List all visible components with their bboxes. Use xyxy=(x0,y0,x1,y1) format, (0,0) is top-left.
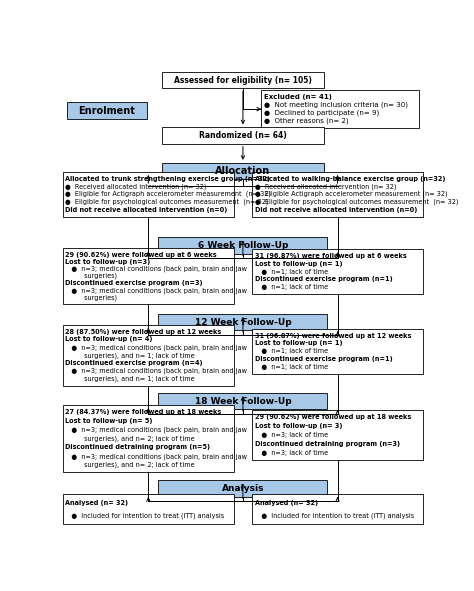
FancyBboxPatch shape xyxy=(158,393,328,410)
FancyBboxPatch shape xyxy=(63,248,234,304)
Text: surgeries): surgeries) xyxy=(65,294,118,301)
Text: ●  Received allocated intervention (n= 32): ● Received allocated intervention (n= 32… xyxy=(255,183,396,190)
Text: 18 Week Follow-Up: 18 Week Follow-Up xyxy=(195,397,291,406)
FancyBboxPatch shape xyxy=(252,329,423,374)
Text: Analysis: Analysis xyxy=(222,484,264,493)
Text: ●  n=1; lack of time: ● n=1; lack of time xyxy=(255,348,328,354)
FancyBboxPatch shape xyxy=(63,494,234,524)
Text: ●  n=1; lack of time: ● n=1; lack of time xyxy=(255,284,328,290)
Text: Lost to follow-up (n= 1): Lost to follow-up (n= 1) xyxy=(255,261,342,267)
Text: Discontinued detraining program (n=3): Discontinued detraining program (n=3) xyxy=(255,441,400,447)
Text: 27 (84.37%) were followed up at 18 weeks: 27 (84.37%) were followed up at 18 weeks xyxy=(65,409,222,415)
Text: ●  n=3; medical conditions (back pain, brain and jaw: ● n=3; medical conditions (back pain, br… xyxy=(65,287,247,294)
Text: Discontinued exercise program (n=1): Discontinued exercise program (n=1) xyxy=(255,356,392,362)
Text: ●  Eligible for psychological outcomes measurement  (n= 32): ● Eligible for psychological outcomes me… xyxy=(255,199,458,205)
Text: ●  n=3; lack of time: ● n=3; lack of time xyxy=(255,432,328,438)
Text: surgeries): surgeries) xyxy=(65,273,118,280)
Text: Lost to follow-up (n= 3): Lost to follow-up (n= 3) xyxy=(255,423,342,429)
Text: Lost to follow-up (n= 4): Lost to follow-up (n= 4) xyxy=(65,336,153,342)
Text: Allocation: Allocation xyxy=(215,166,271,176)
Text: Randomized (n= 64): Randomized (n= 64) xyxy=(199,131,287,140)
Text: ●  Declined to participate (n= 9): ● Declined to participate (n= 9) xyxy=(264,110,379,116)
Text: surgeries), and n= 2; lack of time: surgeries), and n= 2; lack of time xyxy=(65,436,195,442)
Text: surgeries), and n= 1; lack of time: surgeries), and n= 1; lack of time xyxy=(65,376,195,382)
Text: Enrolment: Enrolment xyxy=(79,106,136,115)
FancyBboxPatch shape xyxy=(162,163,324,179)
Text: ●  Eligible Actigraph accelerometer measurement (n= 32): ● Eligible Actigraph accelerometer measu… xyxy=(255,191,447,197)
FancyBboxPatch shape xyxy=(158,480,328,497)
Text: 31 (96.87%) were followed up at 12 weeks: 31 (96.87%) were followed up at 12 weeks xyxy=(255,333,411,339)
Text: Analysed (n= 32): Analysed (n= 32) xyxy=(255,500,318,506)
Text: ●  n=3; medical conditions (back pain, brain and jaw: ● n=3; medical conditions (back pain, br… xyxy=(65,344,247,350)
Text: Lost to follow-up (n= 5): Lost to follow-up (n= 5) xyxy=(65,418,153,424)
Text: ●  n=3; medical conditions (back pain, brain and jaw: ● n=3; medical conditions (back pain, br… xyxy=(65,266,247,272)
Text: Lost to follow-up (n= 1): Lost to follow-up (n= 1) xyxy=(255,340,342,346)
Text: Discontinued exercise program (n=3): Discontinued exercise program (n=3) xyxy=(65,280,203,286)
Text: Excluded (n= 41): Excluded (n= 41) xyxy=(264,94,332,100)
Text: 12 Week Follow-Up: 12 Week Follow-Up xyxy=(195,317,291,327)
FancyBboxPatch shape xyxy=(252,494,423,524)
FancyBboxPatch shape xyxy=(158,238,328,254)
FancyBboxPatch shape xyxy=(252,172,423,216)
Text: ●  n=3; medical conditions (back pain, brain and jaw: ● n=3; medical conditions (back pain, br… xyxy=(65,427,247,433)
Text: Discontinued exercise program (n=1): Discontinued exercise program (n=1) xyxy=(255,277,392,282)
Text: Allocated to walking-balance exercise group (n=32): Allocated to walking-balance exercise gr… xyxy=(255,176,445,181)
Text: ●  Eligible for Actigraph accelerometer measurement  (n= 32): ● Eligible for Actigraph accelerometer m… xyxy=(65,191,272,197)
Text: ●  Included for intention to treat (ITT) analysis: ● Included for intention to treat (ITT) … xyxy=(65,512,225,518)
Text: Lost to follow-up (n=3): Lost to follow-up (n=3) xyxy=(65,259,151,265)
FancyBboxPatch shape xyxy=(63,172,234,216)
FancyBboxPatch shape xyxy=(261,90,419,128)
Text: ●  n=3; lack of time: ● n=3; lack of time xyxy=(255,450,328,456)
Text: 29 (90.62%) were followed up at 18 weeks: 29 (90.62%) were followed up at 18 weeks xyxy=(255,414,411,420)
FancyBboxPatch shape xyxy=(63,325,234,386)
Text: 6 Week Follow-Up: 6 Week Follow-Up xyxy=(198,241,288,250)
Text: Discontinued exercise program (n=4): Discontinued exercise program (n=4) xyxy=(65,361,203,366)
Text: ●  n=1; lack of time: ● n=1; lack of time xyxy=(255,364,328,370)
Text: ●  n=3; medical conditions (back pain, brain and jaw: ● n=3; medical conditions (back pain, br… xyxy=(65,453,247,460)
Text: ●  Included for intention to treat (ITT) analysis: ● Included for intention to treat (ITT) … xyxy=(255,512,414,518)
Text: ●  Received allocated intervention (n= 32): ● Received allocated intervention (n= 32… xyxy=(65,183,207,190)
Text: ●  Not meeting inclusion criteria (n= 30): ● Not meeting inclusion criteria (n= 30) xyxy=(264,102,408,108)
Text: ●  Other reasons (n= 2): ● Other reasons (n= 2) xyxy=(264,118,348,124)
FancyBboxPatch shape xyxy=(162,72,324,88)
Text: Analysed (n= 32): Analysed (n= 32) xyxy=(65,500,128,506)
FancyBboxPatch shape xyxy=(158,314,328,330)
Text: 28 (87.50%) were followed up at 12 weeks: 28 (87.50%) were followed up at 12 weeks xyxy=(65,329,222,335)
Text: 31 (96.87%) were followed up at 6 weeks: 31 (96.87%) were followed up at 6 weeks xyxy=(255,253,406,259)
Text: ●  n=1; lack of time: ● n=1; lack of time xyxy=(255,268,328,275)
Text: Did not receive allocated intervention (n=0): Did not receive allocated intervention (… xyxy=(65,207,228,213)
Text: ●  n=3; medical conditions (back pain, brain and jaw: ● n=3; medical conditions (back pain, br… xyxy=(65,368,247,375)
Text: 29 (90.62%) were followed up at 6 weeks: 29 (90.62%) were followed up at 6 weeks xyxy=(65,252,217,258)
FancyBboxPatch shape xyxy=(252,249,423,294)
FancyBboxPatch shape xyxy=(162,127,324,144)
Text: Discontinued detraining program (n=5): Discontinued detraining program (n=5) xyxy=(65,444,210,450)
Text: Did not receive allocated intervention (n=0): Did not receive allocated intervention (… xyxy=(255,207,417,213)
FancyBboxPatch shape xyxy=(252,410,423,460)
FancyBboxPatch shape xyxy=(63,405,234,472)
Text: Assessed for eligibility (n= 105): Assessed for eligibility (n= 105) xyxy=(174,76,312,85)
Text: ●  Eligible for psychological outcomes measurement  (n= 32): ● Eligible for psychological outcomes me… xyxy=(65,199,269,205)
Text: surgeries), and n= 1; lack of time: surgeries), and n= 1; lack of time xyxy=(65,352,195,359)
FancyBboxPatch shape xyxy=(66,102,147,119)
Text: surgeries), and n= 2; lack of time: surgeries), and n= 2; lack of time xyxy=(65,462,195,469)
Text: Allocated to trunk strengthening exercise group (n=32): Allocated to trunk strengthening exercis… xyxy=(65,176,271,181)
